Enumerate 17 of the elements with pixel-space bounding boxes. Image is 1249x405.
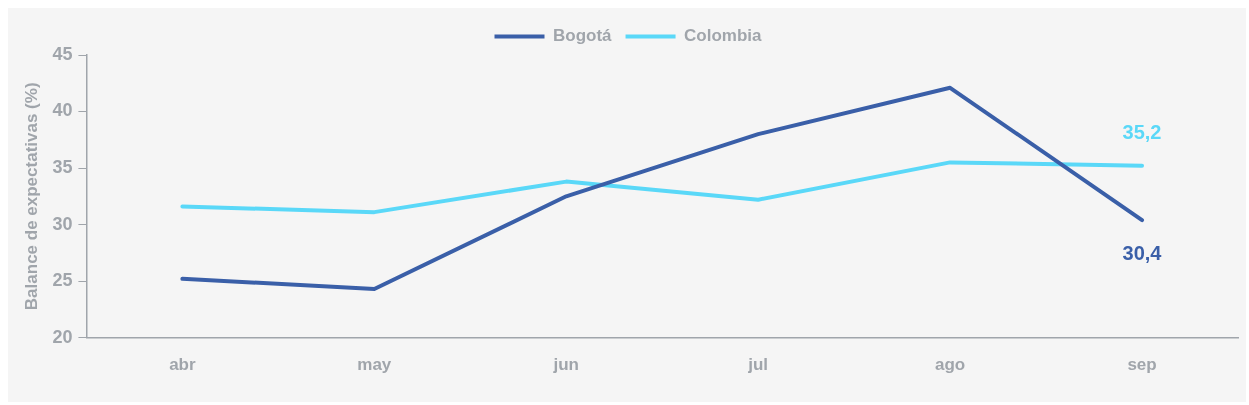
- y-axis-title: Balance de expectativas (%): [21, 82, 41, 311]
- y-tick-label: 25: [52, 270, 73, 291]
- y-tick-label: 35: [52, 157, 73, 178]
- x-tick-label: jun: [552, 355, 579, 375]
- legend-label: Bogotá: [553, 26, 613, 46]
- x-tick-label: ago: [934, 355, 966, 375]
- x-tick-label: sep: [1127, 355, 1157, 375]
- y-tick-label: 40: [52, 100, 73, 121]
- data-label: 35,2: [1122, 121, 1162, 144]
- data-label: 30,4: [1122, 241, 1163, 264]
- legend-label: Colombia: [684, 26, 763, 46]
- y-tick-label: 20: [52, 326, 73, 347]
- x-tick-label: may: [357, 355, 392, 375]
- y-tick-label: 30: [52, 213, 73, 234]
- x-tick-label: jul: [747, 355, 769, 375]
- x-tick-label: abr: [169, 355, 196, 375]
- y-tick-label: 45: [52, 43, 73, 64]
